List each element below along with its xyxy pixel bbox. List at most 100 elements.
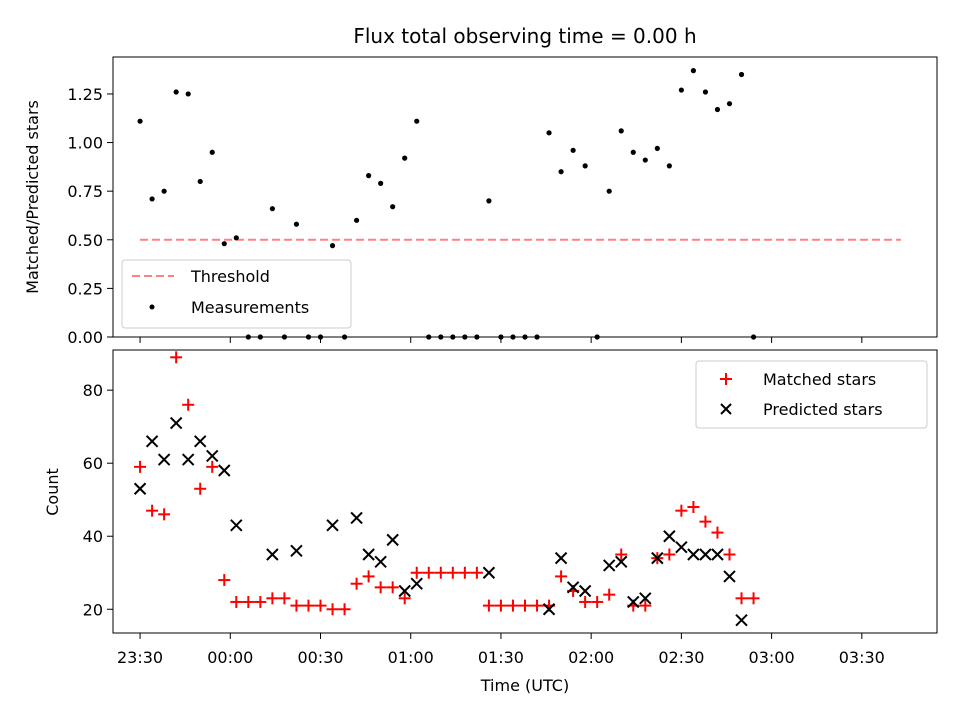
measurement-point <box>594 334 600 340</box>
predicted-point <box>410 577 423 590</box>
count-plot-frame <box>112 349 938 634</box>
predicted-point <box>711 548 724 561</box>
predicted-point <box>566 581 580 594</box>
matched-point <box>386 581 399 594</box>
matched-point <box>254 595 267 608</box>
matched-point <box>302 599 315 612</box>
measurement-point <box>221 241 227 247</box>
measurement-point <box>690 68 697 74</box>
measurement-point <box>269 206 275 212</box>
measurement-point <box>726 101 733 107</box>
matched-point <box>675 504 688 517</box>
measurement-point <box>462 334 468 340</box>
matched-point <box>687 501 700 514</box>
matched-point <box>446 566 459 579</box>
predicted-point <box>350 511 363 525</box>
ratio-legend-box <box>121 259 352 329</box>
measurement-point <box>161 188 167 194</box>
predicted-point <box>266 548 279 561</box>
measurement-point <box>474 334 480 340</box>
matched-point <box>218 574 231 587</box>
x-tick-label: 00:00 <box>207 648 253 667</box>
measurement-point <box>305 334 312 340</box>
matched-point <box>494 599 507 612</box>
matched-point <box>422 566 435 579</box>
predicted-point <box>578 584 592 598</box>
measurement-point <box>317 334 324 340</box>
measurement-point <box>642 157 648 163</box>
predicted-point <box>615 555 628 569</box>
chart-title: Flux total observing time = 0.00 h <box>353 24 696 48</box>
matched-point <box>591 595 604 608</box>
predicted-point <box>735 614 748 627</box>
ratio-y-tick-label: 0.50 <box>67 231 103 250</box>
count-y-tick-label: 40 <box>83 527 103 546</box>
count-y-tick-label: 80 <box>83 381 103 400</box>
matched-point <box>326 603 339 616</box>
measurement-point <box>233 235 239 241</box>
matched-legend-marker <box>720 373 732 385</box>
predicted-point <box>157 453 171 466</box>
predicted-point <box>145 435 159 448</box>
predicted-point <box>687 548 700 561</box>
x-tick-label: 00:30 <box>297 648 343 667</box>
ratio-y-tick-label: 1.25 <box>67 85 103 104</box>
matched-point <box>458 566 471 579</box>
matched-point <box>314 599 327 612</box>
predicted-point <box>206 449 219 463</box>
count-y-axis: 20 40 60 80 <box>83 381 113 619</box>
measurement-point <box>185 91 191 97</box>
predicted-point <box>398 584 411 598</box>
matched-point <box>266 592 279 605</box>
count-marks <box>133 351 760 627</box>
measurements-legend-marker <box>149 304 155 310</box>
measurement-point <box>414 118 420 124</box>
predicted-point <box>675 540 688 554</box>
predicted-point <box>663 530 676 543</box>
measurement-point <box>137 118 143 124</box>
measurement-point <box>570 147 576 153</box>
matched-point <box>639 599 652 612</box>
ratio-y-tick-label: 0.00 <box>67 328 103 347</box>
measurement-point <box>498 334 504 340</box>
predicted-point <box>651 551 664 565</box>
predicted-point <box>362 548 375 561</box>
measurement-point <box>402 155 408 161</box>
predicted-point <box>290 544 303 558</box>
x-tick-label: 02:30 <box>658 648 704 667</box>
predicted-point <box>699 548 712 561</box>
predicted-point <box>542 603 556 616</box>
x-tick-label: 01:00 <box>388 648 434 667</box>
matched-point <box>242 595 255 608</box>
measurement-point <box>750 334 757 340</box>
x-tick-label: 23:30 <box>117 648 163 667</box>
predicted-point <box>326 519 339 532</box>
measurement-point <box>630 149 636 155</box>
predicted-point <box>639 592 652 605</box>
matched-point <box>350 577 363 590</box>
measurement-point <box>378 180 384 186</box>
matched-point <box>470 566 483 579</box>
ratio-y-axis: 0.00 0.25 0.50 0.75 1.00 1.25 <box>67 85 113 347</box>
count-y-tick-label: 60 <box>83 454 103 473</box>
count-legend-box <box>695 360 928 429</box>
matched-point <box>555 570 568 583</box>
matched-point <box>735 592 748 605</box>
matched-point <box>194 482 207 495</box>
matched-point <box>410 566 423 579</box>
x-tick-label: 03:00 <box>749 648 795 667</box>
count-panel: 20 40 60 80 23:30 00:00 00:30 01:00 01:30 02:00 0… <box>43 349 938 695</box>
predicted-point <box>194 435 207 448</box>
measurement-point <box>450 334 456 340</box>
ratio-legend: Threshold Measurements <box>121 259 352 329</box>
ratio-y-tick-label: 0.75 <box>67 182 103 201</box>
x-axis-label: Time (UTC) <box>480 676 569 695</box>
x-tick-label: 03:30 <box>839 648 885 667</box>
measurement-point <box>366 173 372 179</box>
predicted-point <box>218 464 231 477</box>
measurement-point <box>666 163 672 169</box>
ratio-panel: Flux total observing time = 0.00 h 0.00 0… <box>23 24 938 347</box>
count-y-axis-label: Count <box>43 468 62 516</box>
measurement-point <box>582 163 588 169</box>
